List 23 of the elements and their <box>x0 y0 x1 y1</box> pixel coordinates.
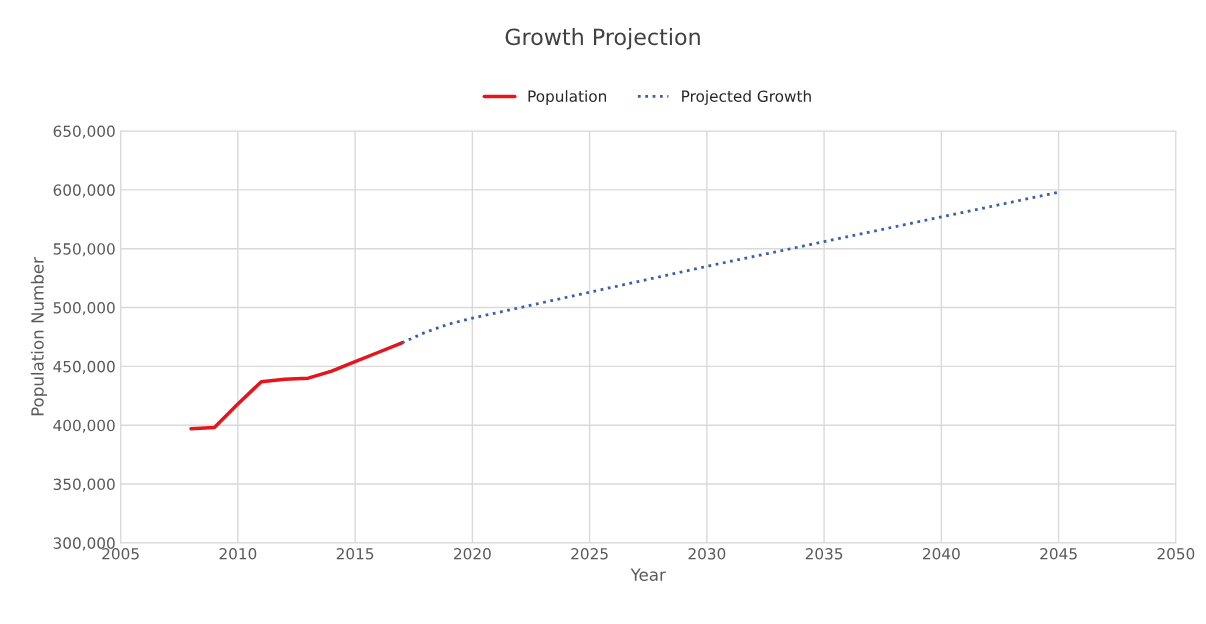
legend-label: Population <box>528 90 607 105</box>
y-tick-label: 550,000 <box>53 243 115 257</box>
y-tick-label: 600,000 <box>53 184 115 198</box>
x-tick-label: 2015 <box>336 548 374 560</box>
y-tick-label: 650,000 <box>53 125 115 139</box>
x-tick-label: 2010 <box>219 548 257 560</box>
y-tick-label: 400,000 <box>53 419 115 433</box>
chart-title: Growth Projection <box>505 28 700 50</box>
y-tick-label: 350,000 <box>53 478 115 492</box>
x-tick-label: 2020 <box>454 548 491 560</box>
x-tick-label: 2050 <box>1157 548 1195 560</box>
x-tick-label: 2030 <box>688 548 726 560</box>
line-series <box>189 341 404 431</box>
x-axis-title: Year <box>630 568 666 581</box>
legend-label: Projected Growth <box>682 90 811 105</box>
y-tick-label: 500,000 <box>53 302 115 316</box>
x-tick-label: 2025 <box>571 548 608 560</box>
x-tick-label: 2040 <box>923 548 960 560</box>
line-series <box>400 190 1060 345</box>
x-tick-label: 2045 <box>1040 548 1077 560</box>
y-tick-label: 450,000 <box>53 360 115 374</box>
x-tick-label: 2035 <box>805 548 843 560</box>
y-axis-title: Population Number <box>30 257 47 416</box>
